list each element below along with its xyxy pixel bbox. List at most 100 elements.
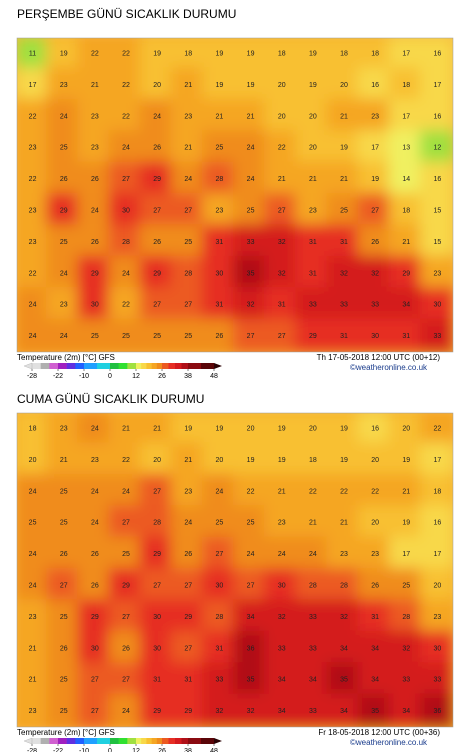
temp-label: 28 bbox=[216, 176, 224, 183]
temp-cell bbox=[170, 630, 206, 667]
scale-segment bbox=[84, 363, 98, 369]
temp-label: 22 bbox=[309, 488, 317, 495]
temp-label: 30 bbox=[91, 302, 99, 309]
temp-cell bbox=[264, 38, 300, 72]
temp-cell bbox=[264, 287, 300, 323]
temp-label: 23 bbox=[216, 208, 224, 215]
temp-label: 33 bbox=[309, 614, 317, 621]
scale-tick-label: 0 bbox=[108, 373, 112, 380]
temp-cell bbox=[295, 38, 331, 72]
temp-label: 19 bbox=[278, 426, 286, 433]
temp-label: 25 bbox=[216, 145, 224, 152]
temp-label: 35 bbox=[340, 677, 348, 684]
temp-label: 30 bbox=[153, 645, 161, 652]
temp-label: 24 bbox=[91, 488, 99, 495]
scale-segment bbox=[141, 738, 147, 744]
scale-segment bbox=[58, 738, 67, 744]
temp-label: 20 bbox=[309, 113, 317, 120]
timestamp: Th 17-05-2018 12:00 UTC (00+12) bbox=[317, 353, 441, 362]
temp-cell bbox=[108, 161, 144, 197]
temp-cell bbox=[46, 130, 82, 166]
temp-label: 25 bbox=[60, 520, 68, 527]
temp-cell bbox=[17, 193, 51, 229]
temp-label: 22 bbox=[122, 51, 130, 58]
temp-cell bbox=[17, 662, 51, 698]
temp-cell bbox=[295, 630, 331, 667]
temp-label: 32 bbox=[278, 270, 286, 277]
temp-label: 16 bbox=[434, 520, 442, 527]
temp-cell bbox=[46, 693, 82, 727]
temp-label: 20 bbox=[340, 82, 348, 89]
temp-cell bbox=[295, 224, 331, 260]
temp-label: 21 bbox=[60, 457, 68, 464]
temp-label: 31 bbox=[309, 239, 317, 246]
scale-arrow-left bbox=[23, 362, 33, 370]
temp-cell bbox=[357, 413, 393, 447]
temp-cell bbox=[170, 536, 206, 572]
scale-segment bbox=[49, 738, 59, 744]
temp-label: 31 bbox=[216, 645, 224, 652]
scale-arrow-right bbox=[214, 738, 222, 744]
temp-cell bbox=[295, 67, 331, 103]
temp-cell bbox=[233, 318, 269, 352]
temp-cell bbox=[388, 193, 424, 229]
temp-cell bbox=[201, 130, 237, 166]
temp-cell bbox=[77, 662, 113, 698]
temp-cell bbox=[77, 413, 113, 447]
temp-cell bbox=[326, 693, 362, 727]
map: 18 23 24 21 21 19 19 20 19 20 19 16 20 22 20 21 23 22 20 21… bbox=[17, 413, 453, 727]
temp-label: 26 bbox=[91, 583, 99, 590]
temp-cell bbox=[139, 568, 175, 604]
temp-cell bbox=[77, 318, 113, 352]
temp-label: 33 bbox=[278, 645, 286, 652]
temp-cell bbox=[201, 318, 237, 352]
temp-label: 32 bbox=[340, 614, 348, 621]
temp-cell bbox=[108, 413, 144, 447]
temp-cell bbox=[108, 130, 144, 166]
scale-segment bbox=[156, 738, 163, 744]
temp-cell bbox=[295, 161, 331, 197]
temp-label: 27 bbox=[91, 677, 99, 684]
temp-cell bbox=[388, 318, 424, 352]
temp-label: 16 bbox=[434, 176, 442, 183]
temp-label: 18 bbox=[402, 208, 410, 215]
temp-label: 26 bbox=[91, 176, 99, 183]
temp-cell bbox=[326, 255, 362, 292]
scale-segment bbox=[175, 738, 182, 744]
temp-label: 24 bbox=[91, 520, 99, 527]
temp-cell bbox=[108, 442, 144, 478]
temperature-field bbox=[17, 38, 453, 352]
temp-cell bbox=[295, 193, 331, 229]
temp-cell bbox=[233, 413, 269, 447]
temp-label: 25 bbox=[247, 520, 255, 527]
temp-cell bbox=[388, 568, 424, 604]
temp-label: 23 bbox=[91, 113, 99, 120]
legend-caption: Temperature (2m) [°C] GFS bbox=[17, 728, 115, 737]
temp-label: 19 bbox=[184, 426, 192, 433]
temp-cell bbox=[77, 505, 113, 541]
temp-cell bbox=[264, 473, 300, 510]
temp-label: 29 bbox=[153, 551, 161, 558]
temp-label: 35 bbox=[371, 708, 379, 715]
temp-label: 21 bbox=[122, 426, 130, 433]
temp-cell bbox=[46, 568, 82, 604]
temp-label: 34 bbox=[340, 645, 348, 652]
temp-label: 31 bbox=[216, 302, 224, 309]
temp-label: 27 bbox=[153, 302, 161, 309]
temp-label: 19 bbox=[216, 426, 224, 433]
temp-cell bbox=[139, 98, 175, 135]
temp-label: 29 bbox=[153, 270, 161, 277]
temp-label: 17 bbox=[402, 113, 410, 120]
temp-label: 33 bbox=[402, 677, 410, 684]
temp-label: 30 bbox=[122, 208, 130, 215]
temp-cell bbox=[201, 599, 237, 635]
temp-label: 26 bbox=[60, 551, 68, 558]
temp-label: 26 bbox=[60, 645, 68, 652]
scale-segment bbox=[40, 738, 50, 744]
temp-cell bbox=[419, 536, 453, 572]
scale-tick-label: 26 bbox=[158, 373, 166, 380]
temp-label: 24 bbox=[216, 488, 224, 495]
temp-label: 24 bbox=[29, 333, 37, 340]
temp-label: 30 bbox=[371, 333, 379, 340]
temp-cell bbox=[108, 38, 144, 72]
